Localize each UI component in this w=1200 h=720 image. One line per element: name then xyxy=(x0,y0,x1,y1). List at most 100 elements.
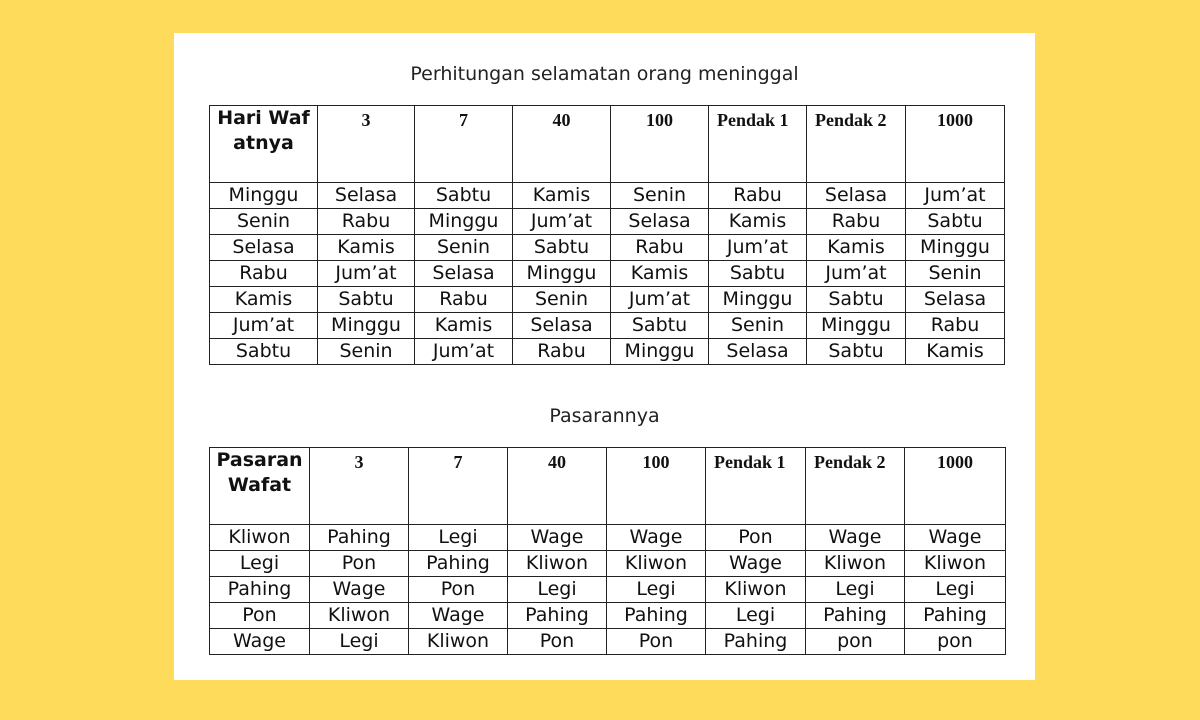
table-cell: Sabtu xyxy=(317,286,415,313)
table-cell: Senin xyxy=(317,338,415,365)
document-page: Perhitungan selamatan orang meninggal Ha… xyxy=(174,33,1035,680)
column-header: 1000 xyxy=(904,447,1006,525)
table-cell: Legi xyxy=(408,524,508,551)
row-header-cell: Jum’at xyxy=(209,312,318,339)
table-cell: Sabtu xyxy=(512,234,611,261)
table-cell: Rabu xyxy=(806,208,906,235)
table-cell: Senin xyxy=(414,234,513,261)
pasaran-table: Pasaran Wafat 3 7 40 100 Pendak 1 Pendak 2 1000… xyxy=(209,447,1006,655)
table-cell: Pon xyxy=(606,628,706,655)
table-title-selamatan: Perhitungan selamatan orang meninggal xyxy=(410,63,799,85)
row-header-cell: Kliwon xyxy=(209,524,310,551)
table-row: Jum’at Minggu Kamis Selasa Sabtu Senin Minggu R… xyxy=(209,312,1005,339)
row-header-cell: Kamis xyxy=(209,286,318,313)
column-header: Pasaran Wafat xyxy=(209,447,310,525)
table-cell: Jum’at xyxy=(610,286,709,313)
table-cell: Pon xyxy=(507,628,607,655)
table-cell: Pahing xyxy=(507,602,607,629)
table-cell: Kliwon xyxy=(805,550,905,577)
table-cell: Legi xyxy=(507,576,607,603)
table-row: Wage Legi Kliwon Pon Pon Pahing pon pon xyxy=(209,628,1006,655)
table-cell: Pon xyxy=(408,576,508,603)
column-header: Pendak 2 xyxy=(805,447,905,525)
table-cell: Sabtu xyxy=(708,260,807,287)
table-cell: Rabu xyxy=(317,208,415,235)
row-header-cell: Pon xyxy=(209,602,310,629)
column-header: Hari Wafatnya xyxy=(209,105,318,183)
row-header-cell: Pahing xyxy=(209,576,310,603)
table-cell: Selasa xyxy=(905,286,1005,313)
table-cell: Pahing xyxy=(309,524,409,551)
table-cell: Jum’at xyxy=(512,208,611,235)
table-cell: Minggu xyxy=(317,312,415,339)
table-cell: Pahing xyxy=(705,628,806,655)
table-cell: Kliwon xyxy=(408,628,508,655)
table-cell: Senin xyxy=(905,260,1005,287)
table-cell: Jum’at xyxy=(806,260,906,287)
column-header: 100 xyxy=(610,105,709,183)
table-cell: Senin xyxy=(708,312,807,339)
row-header-cell: Selasa xyxy=(209,234,318,261)
column-header: Pendak 2 xyxy=(806,105,906,183)
table-row: Senin Rabu Minggu Jum’at Selasa Kamis Rabu Sabt… xyxy=(209,208,1005,235)
table-cell: Sabtu xyxy=(806,286,906,313)
column-header: 100 xyxy=(606,447,706,525)
table-row: Kliwon Pahing Legi Wage Wage Pon Wage Wage xyxy=(209,524,1006,551)
table-cell: Kamis xyxy=(905,338,1005,365)
table-cell: Pahing xyxy=(904,602,1006,629)
table-cell: Wage xyxy=(805,524,905,551)
table-cell: Sabtu xyxy=(414,182,513,209)
table-cell: Rabu xyxy=(610,234,709,261)
table-cell: Selasa xyxy=(610,208,709,235)
table-cell: Kliwon xyxy=(507,550,607,577)
table-cell: Kamis xyxy=(414,312,513,339)
table-cell: Wage xyxy=(507,524,607,551)
table-cell: Sabtu xyxy=(610,312,709,339)
column-header: 3 xyxy=(317,105,415,183)
table-cell: Selasa xyxy=(806,182,906,209)
row-header-cell: Legi xyxy=(209,550,310,577)
header-row: Pasaran Wafat 3 7 40 100 Pendak 1 Pendak 2 1000 xyxy=(209,447,1006,525)
table-cell: Minggu xyxy=(610,338,709,365)
table-cell: Legi xyxy=(705,602,806,629)
table-cell: Rabu xyxy=(905,312,1005,339)
column-header: 40 xyxy=(507,447,607,525)
column-header: 7 xyxy=(408,447,508,525)
table-cell: Kamis xyxy=(610,260,709,287)
table-cell: Wage xyxy=(606,524,706,551)
table-row: Pahing Wage Pon Legi Legi Kliwon Legi Legi xyxy=(209,576,1006,603)
column-header: 40 xyxy=(512,105,611,183)
selamatan-day-table: Hari Wafatnya 3 7 40 100 Pendak 1 Pendak 2 1000… xyxy=(209,105,1005,365)
table-cell: Kliwon xyxy=(606,550,706,577)
table-cell: Jum’at xyxy=(317,260,415,287)
row-header-cell: Senin xyxy=(209,208,318,235)
table-cell: Kliwon xyxy=(309,602,409,629)
row-header-cell: Wage xyxy=(209,628,310,655)
table-cell: Senin xyxy=(512,286,611,313)
table-cell: Wage xyxy=(408,602,508,629)
table-row: Sabtu Senin Jum’at Rabu Minggu Selasa Sabtu Kam… xyxy=(209,338,1005,365)
table-cell: Pahing xyxy=(606,602,706,629)
table-cell: Legi xyxy=(309,628,409,655)
row-header-cell: Minggu xyxy=(209,182,318,209)
table-cell: pon xyxy=(805,628,905,655)
table-cell: Selasa xyxy=(512,312,611,339)
table-row: Legi Pon Pahing Kliwon Kliwon Wage Kliwon Kliwo… xyxy=(209,550,1006,577)
column-header: Pendak 1 xyxy=(708,105,807,183)
table-cell: pon xyxy=(904,628,1006,655)
table-row: Minggu Selasa Sabtu Kamis Senin Rabu Selasa Jum… xyxy=(209,182,1005,209)
column-header: 1000 xyxy=(905,105,1005,183)
table-cell: Minggu xyxy=(512,260,611,287)
column-header: 3 xyxy=(309,447,409,525)
row-header-cell: Rabu xyxy=(209,260,318,287)
table-row: Pon Kliwon Wage Pahing Pahing Legi Pahing Pahin… xyxy=(209,602,1006,629)
table-cell: Kamis xyxy=(806,234,906,261)
table-cell: Kamis xyxy=(708,208,807,235)
table-cell: Wage xyxy=(309,576,409,603)
table-row: Selasa Kamis Senin Sabtu Rabu Jum’at Kamis Ming… xyxy=(209,234,1005,261)
table-cell: Wage xyxy=(904,524,1006,551)
table-cell: Selasa xyxy=(317,182,415,209)
table-cell: Pon xyxy=(705,524,806,551)
column-header: Pendak 1 xyxy=(705,447,806,525)
table-cell: Sabtu xyxy=(905,208,1005,235)
